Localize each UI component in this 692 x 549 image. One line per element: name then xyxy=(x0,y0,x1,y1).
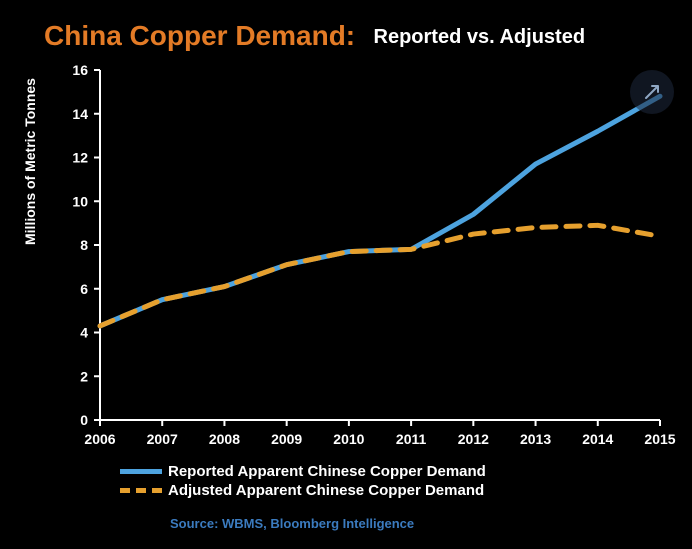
title-main: China Copper Demand: xyxy=(44,20,355,51)
chart-title: China Copper Demand: Reported vs. Adjust… xyxy=(44,20,585,52)
title-sub: Reported vs. Adjusted xyxy=(374,26,586,48)
legend-item: Adjusted Apparent Chinese Copper Demand xyxy=(120,482,580,499)
legend-item: Reported Apparent Chinese Copper Demand xyxy=(120,463,580,480)
svg-text:2014: 2014 xyxy=(582,431,613,447)
svg-text:2015: 2015 xyxy=(644,431,675,447)
svg-text:2010: 2010 xyxy=(333,431,364,447)
svg-text:2: 2 xyxy=(80,368,88,384)
legend-swatch-dashed xyxy=(120,488,162,493)
svg-text:4: 4 xyxy=(80,325,88,341)
expand-icon[interactable] xyxy=(630,70,674,114)
chart-container: China Copper Demand: Reported vs. Adjust… xyxy=(0,0,692,549)
svg-text:8: 8 xyxy=(80,237,88,253)
legend-swatch-solid xyxy=(120,469,162,474)
svg-text:10: 10 xyxy=(72,193,88,209)
svg-text:2012: 2012 xyxy=(458,431,489,447)
svg-text:0: 0 xyxy=(80,412,88,428)
y-axis-label: Millions of Metric Tonnes xyxy=(22,78,38,245)
legend: Reported Apparent Chinese Copper Demand … xyxy=(120,463,580,501)
svg-text:2013: 2013 xyxy=(520,431,551,447)
svg-text:2009: 2009 xyxy=(271,431,302,447)
svg-text:16: 16 xyxy=(72,62,88,78)
svg-text:2011: 2011 xyxy=(396,431,427,447)
svg-text:6: 6 xyxy=(80,281,88,297)
svg-text:12: 12 xyxy=(72,150,88,166)
svg-text:2007: 2007 xyxy=(147,431,178,447)
source-attribution: Source: WBMS, Bloomberg Intelligence xyxy=(170,516,414,531)
legend-label: Adjusted Apparent Chinese Copper Demand xyxy=(168,482,484,499)
plot-area: 0246810121416 20062007200820092010201120… xyxy=(100,70,660,420)
svg-text:2008: 2008 xyxy=(209,431,240,447)
svg-text:2006: 2006 xyxy=(84,431,115,447)
svg-text:14: 14 xyxy=(72,106,88,122)
legend-label: Reported Apparent Chinese Copper Demand xyxy=(168,463,486,480)
